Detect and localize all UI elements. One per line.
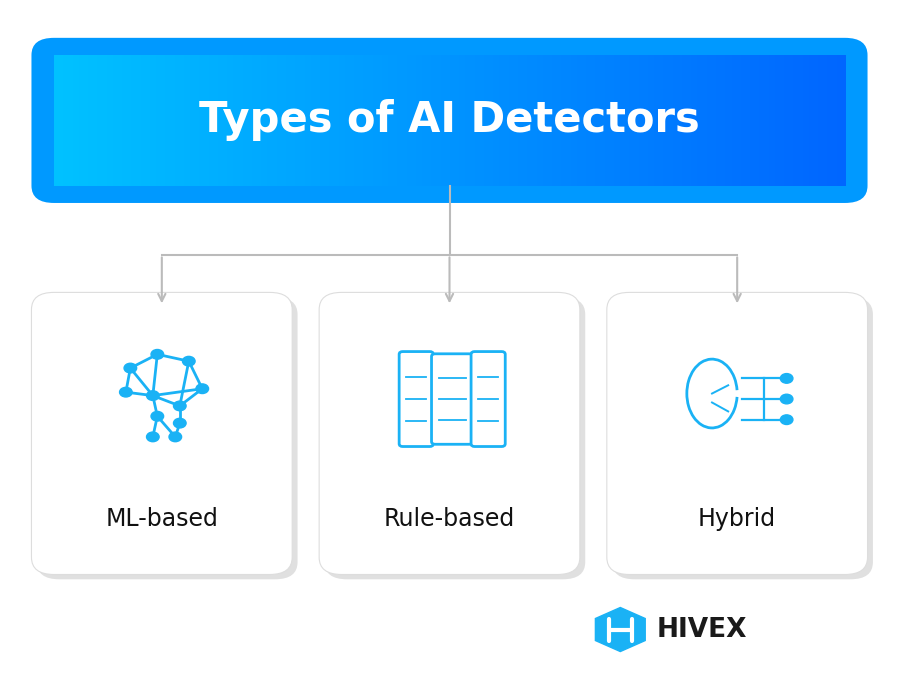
Polygon shape (595, 608, 645, 652)
Text: ML-based: ML-based (105, 508, 218, 531)
FancyBboxPatch shape (432, 354, 473, 444)
FancyBboxPatch shape (31, 38, 868, 203)
Circle shape (174, 418, 186, 428)
Circle shape (169, 432, 182, 442)
Circle shape (151, 411, 164, 421)
Circle shape (147, 391, 159, 400)
FancyBboxPatch shape (31, 292, 292, 574)
FancyBboxPatch shape (612, 297, 873, 579)
Circle shape (120, 387, 132, 397)
FancyBboxPatch shape (607, 292, 868, 574)
Text: Types of AI Detectors: Types of AI Detectors (199, 99, 700, 142)
Circle shape (151, 350, 164, 359)
Circle shape (780, 394, 793, 404)
FancyBboxPatch shape (325, 297, 585, 579)
Circle shape (182, 356, 195, 366)
Circle shape (780, 415, 793, 424)
Text: Rule-based: Rule-based (384, 508, 515, 531)
FancyBboxPatch shape (399, 352, 433, 447)
FancyBboxPatch shape (37, 297, 298, 579)
Circle shape (124, 363, 137, 373)
FancyBboxPatch shape (471, 352, 505, 447)
Circle shape (147, 432, 159, 442)
Text: Hybrid: Hybrid (699, 508, 776, 531)
FancyBboxPatch shape (319, 292, 580, 574)
Text: HIVEX: HIVEX (656, 616, 747, 643)
Circle shape (174, 401, 186, 411)
Circle shape (196, 384, 209, 394)
Circle shape (780, 374, 793, 383)
